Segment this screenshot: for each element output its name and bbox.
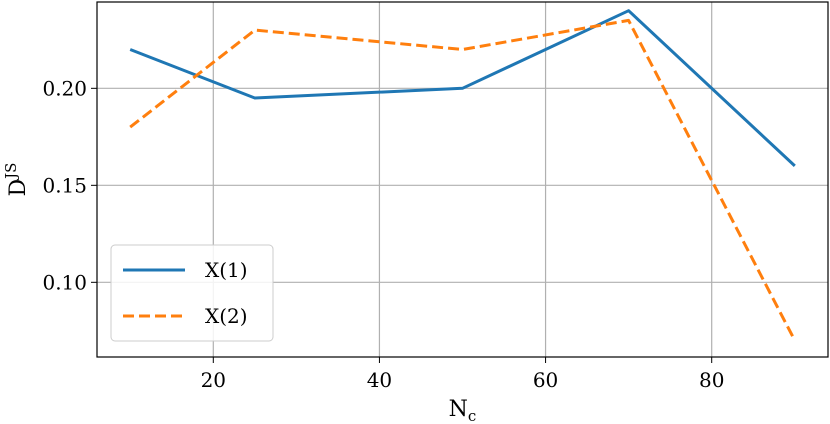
ticks: 20 40 60 80 0.10 0.15 0.20 (42, 76, 724, 392)
legend: X(1) X(2) (110, 244, 274, 342)
legend-label-x2: X(2) (205, 304, 248, 328)
series-line-2 (129, 18, 797, 342)
y-tick-label: 0.10 (42, 270, 87, 294)
y-tick-label: 0.15 (42, 173, 87, 197)
series-line-1 (129, 9, 796, 167)
x-tick-label: 40 (367, 368, 392, 392)
legend-box (110, 244, 274, 342)
plot-frame (96, 1, 829, 358)
x-tick-label: 80 (699, 368, 724, 392)
y-tick-label: 0.20 (42, 76, 87, 100)
x-axis-label: Nc (449, 397, 477, 424)
x-tick-label: 60 (533, 368, 558, 392)
series-layer (129, 9, 797, 342)
legend-label-x1: X(1) (205, 258, 248, 282)
y-axis-label: DJS (2, 163, 31, 197)
x-tick-label: 20 (201, 368, 226, 392)
